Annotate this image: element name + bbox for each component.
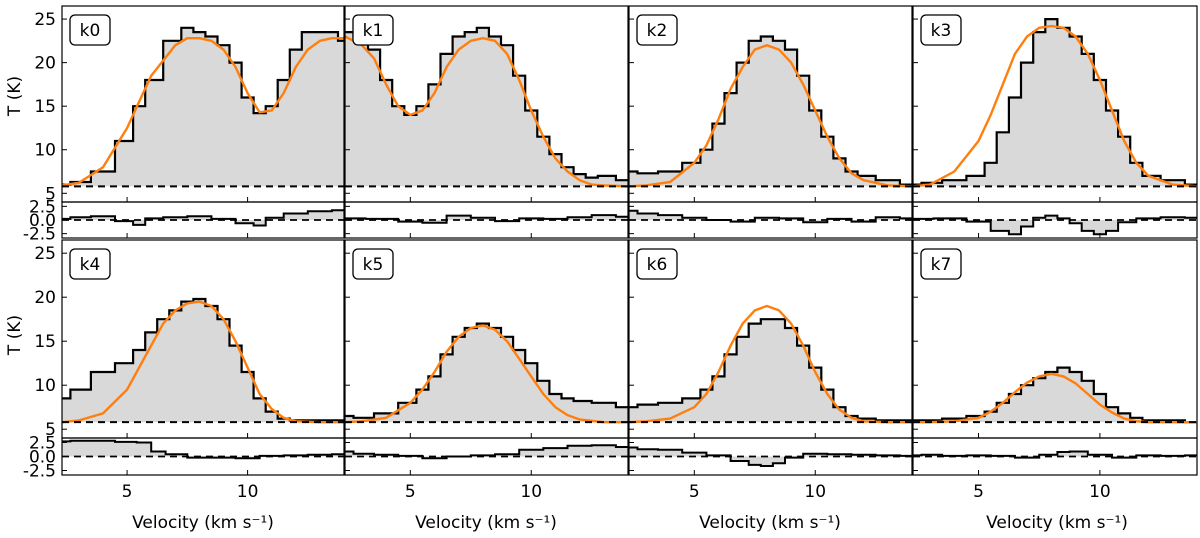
plot-area-k0 [62,26,344,227]
panel-label-box-k0 [69,14,111,46]
panel-label-box-k4 [69,248,111,280]
plot-area-k7 [913,366,1197,459]
residual-fill-k6 [629,447,912,466]
panel-label-k6: k6 [647,255,668,275]
model-fit-k7 [913,372,1197,424]
residual-fill-k3 [913,215,1197,235]
x-tick-label: 10 [1089,482,1111,502]
model-fit-k3 [913,24,1197,188]
panel-label-k7: k7 [931,255,952,275]
observed-fill-k0 [62,27,344,187]
observed-spectrum-k0 [62,26,344,186]
plot-area-k3 [913,18,1197,236]
observed-fill-k2 [629,36,912,187]
residual-line-k5 [345,444,628,460]
panel-label-box-k1 [352,14,394,46]
residual-fill-k0 [62,210,344,226]
panel-label-box-k7 [920,248,962,280]
y-tick-label: 10 [34,376,56,396]
plot-area-k1 [345,26,628,224]
panel-label-k1: k1 [363,21,384,41]
panel-label-box-k6 [636,248,678,280]
panel-label-k0: k0 [80,21,101,41]
plot-area-k2 [629,35,912,224]
x-tick-label: 5 [405,482,416,502]
x-axis-label-col2: Velocity (km s⁻¹) [415,513,557,533]
y-tick-label: 10 [34,141,56,161]
x-tick-label: 10 [237,482,259,502]
y-tick-label: 15 [34,97,56,117]
x-tick-label: 5 [122,482,133,502]
observed-fill-k5 [345,323,628,423]
residual-fill-k4 [62,440,344,459]
model-fit-k0 [62,37,344,187]
residual-line-k6 [629,446,912,467]
plot-area-k5 [345,322,628,460]
y-tick-label: 15 [34,332,56,352]
model-fit-k5 [345,324,628,424]
x-tick-label: 5 [689,482,700,502]
y-axis-label-top: T (K) [5,76,25,117]
panel-label-k3: k3 [931,21,952,41]
panel-label-box-k5 [352,248,394,280]
x-tick-label: 10 [804,482,826,502]
x-axis-label-col3: Velocity (km s⁻¹) [699,513,841,533]
panel-k2: k2 [628,5,913,239]
panel-k4: 5 10 5 10 15 20 25 2.50.0-2.5 k4 [23,239,345,502]
observed-fill-k4 [62,299,344,423]
panel-label-k5: k5 [363,255,384,275]
residual-line-k3 [913,214,1197,236]
plot-area-k4 [62,297,344,460]
panel-label-box-k3 [920,14,962,46]
panel-label-k2: k2 [647,21,668,41]
model-fit-k4 [62,300,344,424]
observed-fill-k1 [345,27,628,187]
panel-k5: 5 10 k5 [344,239,629,502]
residual-line-k0 [62,209,344,227]
x-axis-label-col4: Velocity (km s⁻¹) [986,513,1128,533]
observed-fill-k6 [629,319,912,423]
panel-label-k4: k4 [80,255,101,275]
model-fit-k1 [345,35,628,188]
y-tick-label: 20 [34,54,56,74]
y-tick-resid-label: 0.0 [29,211,56,231]
y-tick-label: 20 [34,288,56,308]
residual-line-k2 [629,209,912,224]
x-tick-label: 10 [520,482,542,502]
y-tick-resid-label: -2.5 [23,462,56,482]
x-axis-label-col1: Velocity (km s⁻¹) [132,513,274,533]
y-tick-resid-label: 0.0 [29,448,56,468]
y-tick-label: 25 [34,244,56,264]
panel-k0: 5 10 15 20 25 2.50.0-2.5 k0 [23,5,345,245]
x-tick-label: 5 [973,482,984,502]
y-axis-label-bottom: T (K) [5,315,25,356]
panel-k3: k3 [912,5,1198,239]
y-tick-label: 5 [45,184,56,204]
panel-k7: 5 10 k7 [912,239,1198,502]
y-tick-resid-label: 2.5 [29,197,56,217]
y-tick-label: 5 [45,420,56,440]
panel-k6: 5 10 k6 [628,239,913,502]
y-tick-resid-label: 2.5 [29,433,56,453]
observed-spectrum-k5 [345,322,628,419]
model-fit-k2 [629,44,912,188]
panel-k1: k1 [344,5,629,239]
observed-fill-k7 [913,367,1197,423]
model-fit-k6 [629,304,912,424]
axis-labels-group: T (K) T (K) Velocity (km s⁻¹) Velocity (… [5,76,1128,533]
plot-area-k6 [629,304,912,467]
y-tick-resid-label: -2.5 [23,225,56,245]
y-tick-label: 25 [34,10,56,30]
panel-label-box-k2 [636,14,678,46]
